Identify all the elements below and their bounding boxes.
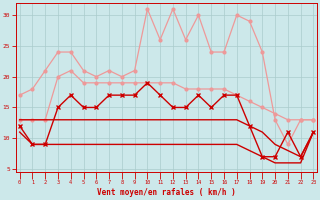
X-axis label: Vent moyen/en rafales ( km/h ): Vent moyen/en rafales ( km/h ) [97, 188, 236, 197]
